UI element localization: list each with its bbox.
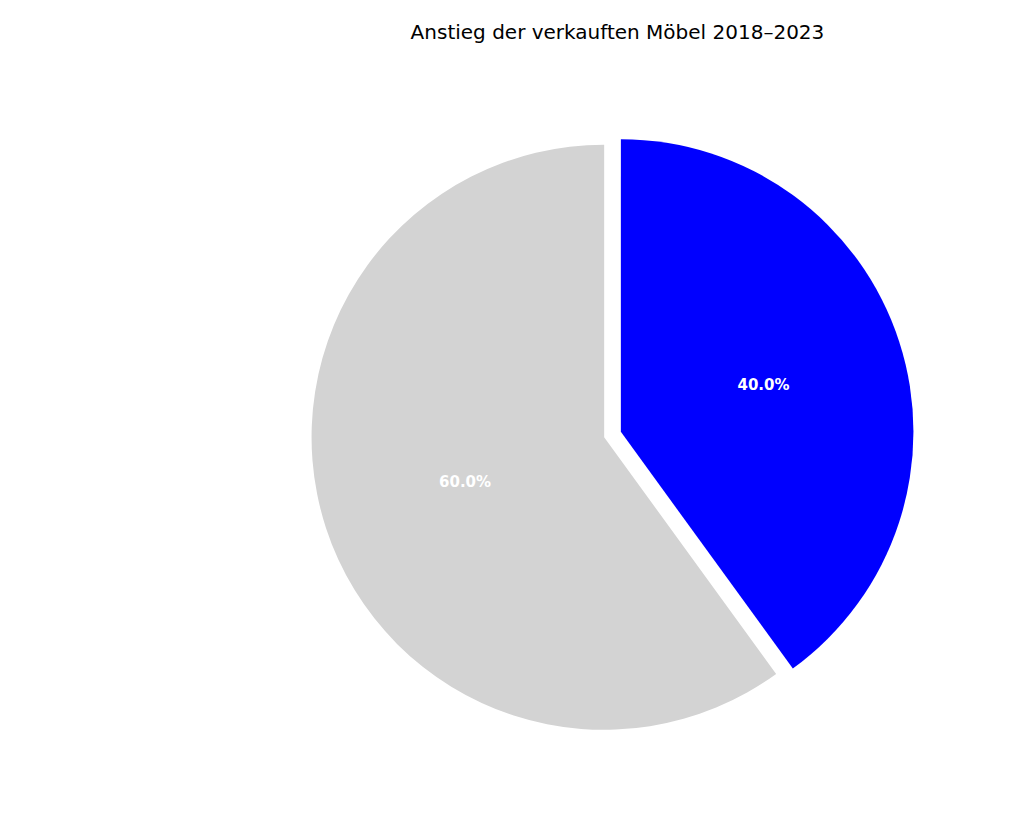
svg-text:40.0%: 40.0% xyxy=(737,376,789,394)
svg-text:60.0%: 60.0% xyxy=(439,473,491,491)
svg-text:Anstieg der verkauften Möbel 2: Anstieg der verkauften Möbel 2018–2023 xyxy=(411,20,825,44)
